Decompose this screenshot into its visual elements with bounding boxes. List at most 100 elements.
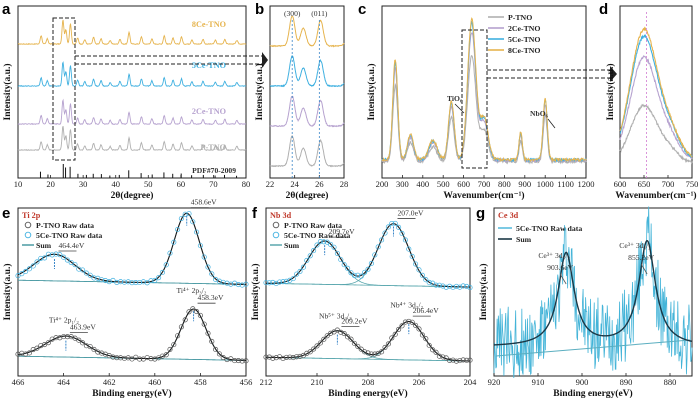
xps-raw-point-P-TNO-59	[239, 358, 245, 364]
xps-raw-point-P-TNO-6	[38, 343, 44, 349]
xps-raw-point-P-TNO-42	[406, 318, 412, 324]
xps-sum-5Ce-TNO	[266, 223, 471, 288]
g-tick-label-4: 880	[664, 377, 677, 387]
e-tick-label-5: 456	[240, 377, 253, 387]
a-tick-label-6: 70	[209, 179, 218, 189]
xps-raw-point-P-TNO-0	[15, 351, 21, 357]
xps-raw-point-P-TNO-39	[163, 352, 169, 358]
xps-raw-point-P-TNO-48	[426, 342, 432, 348]
xps-raw-point-P-TNO-41	[171, 342, 177, 348]
d-tick-label-0: 600	[614, 179, 627, 189]
xps-raw-point-5Ce-TNO-14	[311, 248, 317, 254]
xps-raw-point-5Ce-TNO-35	[382, 230, 388, 236]
a-tick-label-1: 20	[46, 179, 55, 189]
xlabel-c: Wavenumber(cm⁻¹)	[443, 190, 524, 201]
xps-raw-point-P-TNO-24	[345, 334, 351, 340]
c-tick-label-1: 300	[396, 179, 409, 189]
c-tick-label-4: 600	[457, 179, 470, 189]
xps-raw-point-5Ce-TNO-7	[42, 255, 48, 261]
xps-raw-point-P-TNO-32	[137, 356, 143, 362]
xps-raw-point-P-TNO-53	[443, 355, 449, 361]
peak-label-P-TNO-0: 458.3eV	[198, 293, 224, 302]
legend-g-sum: Sum	[516, 235, 532, 244]
label-a-5ce: 5Ce-TNO	[192, 61, 226, 70]
xps-raw-point-P-TNO-34	[144, 355, 150, 361]
ylabel-g: Intensity(a.u.)	[478, 263, 489, 320]
ce-raw-line	[493, 206, 693, 378]
f-tick-label-2: 208	[362, 377, 375, 387]
panel-label-d: d	[599, 1, 608, 18]
xps-raw-point-5Ce-TNO-17	[80, 267, 86, 273]
xps-raw-point-P-TNO-48	[197, 312, 203, 318]
annotation-nbo6: NbO₆	[530, 109, 549, 118]
xps-raw-point-P-TNO-43	[409, 319, 415, 325]
xps-sum-5Ce-TNO	[17, 212, 247, 285]
g-tick-label-2: 900	[576, 377, 589, 387]
xlabel-g: Binding energy(eV)	[553, 388, 632, 399]
xps-raw-point-P-TNO-59	[464, 357, 470, 363]
panel-g: g Ce 3d Intensity(a.u.) Binding energy(e…	[476, 205, 693, 399]
xps-raw-point-P-TNO-2	[270, 355, 276, 361]
c-tick-label-2: 400	[416, 179, 429, 189]
xrd-line-8Ce-TNO	[17, 19, 247, 45]
legend-e-ptno: P-TNO Raw data	[36, 221, 94, 230]
xps-raw-point-P-TNO-51	[209, 338, 215, 345]
xps-raw-point-5Ce-TNO-37	[156, 275, 162, 281]
xps-raw-point-5Ce-TNO-39	[163, 262, 169, 268]
xps-raw-point-5Ce-TNO-5	[34, 259, 40, 265]
xps-raw-point-P-TNO-49	[430, 347, 436, 353]
panel-e-frame	[17, 207, 247, 377]
xps-raw-point-P-TNO-5	[34, 345, 40, 351]
xps-raw-point-5Ce-TNO-20	[331, 244, 337, 250]
xps-raw-point-P-TNO-51	[436, 353, 442, 359]
xps-raw-point-5Ce-TNO-4	[30, 263, 36, 269]
xps-component-5Ce-TNO-1	[17, 253, 247, 285]
xps-raw-point-5Ce-TNO-1	[19, 271, 25, 277]
xps-raw-point-P-TNO-53	[216, 351, 222, 357]
title-g: Ce 3d	[498, 211, 519, 220]
connector-c-d	[487, 66, 617, 82]
xps-raw-point-5Ce-TNO-39	[396, 224, 402, 230]
panel-label-a: a	[2, 1, 11, 18]
xps-raw-point-5Ce-TNO-56	[228, 281, 234, 287]
legend-e: P-TNO Raw data 5Ce-TNO Raw data Sum	[22, 221, 102, 250]
xps-raw-point-P-TNO-37	[389, 335, 395, 341]
xrd-line-P-TNO	[17, 126, 247, 152]
xps-raw-point-5Ce-TNO-46	[419, 272, 425, 278]
xps-raw-point-P-TNO-18	[324, 333, 330, 339]
ylabel-c: Intensity(a.u.)	[366, 63, 377, 120]
xps-raw-point-P-TNO-0	[263, 354, 269, 360]
xps-raw-point-5Ce-TNO-37	[389, 220, 395, 227]
xps-raw-point-5Ce-TNO-59	[239, 282, 245, 288]
title-f: Nb 3d	[270, 211, 292, 220]
xps-raw-point-5Ce-TNO-46	[190, 219, 196, 225]
xrd-zoom-line-5Ce-TNO	[269, 55, 345, 88]
panel-e: e Ti 2p Intensity(a.u.) Binding energy(e…	[2, 198, 252, 399]
panel-c-frame	[381, 5, 587, 179]
xps-raw-point-P-TNO-39	[396, 326, 402, 332]
panel-a-frame	[17, 5, 247, 179]
xps-raw-point-5Ce-TNO-13	[307, 253, 313, 259]
legend-c: P-TNO 2Ce-TNO 5Ce-TNO 8Ce-TNO	[488, 13, 540, 55]
panel-label-e: e	[2, 205, 10, 222]
xps-raw-point-P-TNO-27	[118, 355, 124, 361]
xps-raw-point-P-TNO-13	[64, 334, 70, 340]
xps-raw-point-5Ce-TNO-45	[186, 211, 192, 217]
xps-raw-point-5Ce-TNO-22	[338, 257, 344, 263]
xps-raw-point-5Ce-TNO-43	[409, 253, 415, 260]
xps-raw-point-P-TNO-54	[447, 357, 453, 363]
xps-raw-point-P-TNO-8	[290, 355, 296, 361]
xps-raw-point-5Ce-TNO-9	[49, 252, 55, 258]
xps-raw-point-5Ce-TNO-49	[201, 254, 207, 260]
xps-raw-point-5Ce-TNO-11	[300, 264, 306, 270]
legend-f-marker-5ce	[272, 231, 280, 239]
ce-peak-label-0: 903.6eV	[547, 263, 573, 272]
f-tick-label-3: 206	[413, 377, 426, 387]
xps-raw-point-5Ce-TNO-10	[53, 251, 59, 257]
xps-raw-point-P-TNO-9	[294, 354, 300, 360]
xps-sum-P-TNO	[265, 320, 471, 362]
legend-f-ptno: P-TNO Raw data	[284, 221, 342, 230]
xps-raw-point-P-TNO-19	[87, 344, 93, 350]
panel-label-f: f	[252, 205, 258, 222]
xps-raw-point-5Ce-TNO-35	[148, 278, 154, 284]
